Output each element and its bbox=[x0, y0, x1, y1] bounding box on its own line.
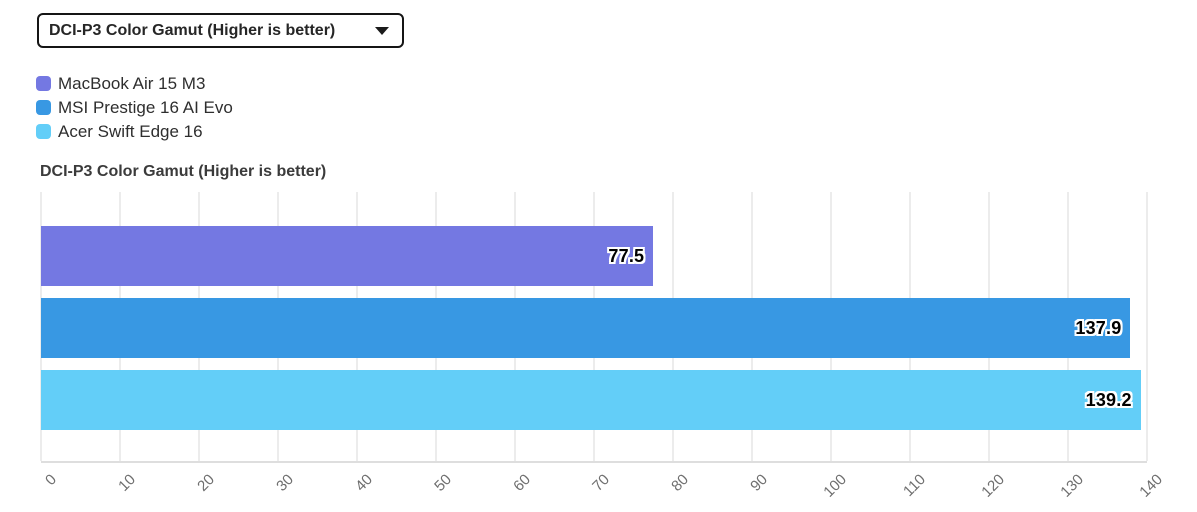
legend-label: MacBook Air 15 M3 bbox=[58, 74, 206, 93]
page-edge-shadow bbox=[0, 185, 16, 480]
bar-value-label: 137.9 bbox=[1075, 317, 1122, 338]
x-tick-label-50: 50 bbox=[431, 471, 456, 495]
x-tick-label-120: 120 bbox=[978, 471, 1009, 501]
bar-chart-plot-area: 77.5 137.9 139.2 bbox=[40, 192, 1148, 463]
legend-swatch-icon bbox=[36, 124, 51, 139]
x-tick-label-30: 30 bbox=[273, 471, 298, 495]
x-tick-label-60: 60 bbox=[510, 471, 535, 495]
x-tick-label-100: 100 bbox=[820, 471, 851, 501]
x-tick-label-110: 110 bbox=[900, 471, 930, 500]
bar-value-label: 139.2 bbox=[1085, 389, 1132, 410]
legend-swatch-icon bbox=[36, 76, 51, 91]
bar-acer-swift-edge-16[interactable]: 139.2 bbox=[41, 370, 1141, 430]
x-tick-label-90: 90 bbox=[747, 471, 772, 495]
legend-item: MacBook Air 15 M3 bbox=[36, 74, 233, 93]
bar-msi-prestige-16-ai-evo[interactable]: 137.9 bbox=[41, 298, 1131, 358]
legend-item: Acer Swift Edge 16 bbox=[36, 122, 233, 141]
chevron-down-icon bbox=[375, 26, 389, 35]
chart-title: DCI-P3 Color Gamut (Higher is better) bbox=[40, 163, 327, 180]
legend-swatch-icon bbox=[36, 100, 51, 115]
benchmark-select-value: DCI-P3 Color Gamut (Higher is better) bbox=[49, 21, 336, 39]
bar-value-label: 77.5 bbox=[608, 245, 645, 266]
x-tick-label-80: 80 bbox=[668, 471, 693, 495]
x-tick-label-130: 130 bbox=[1057, 471, 1088, 501]
x-axis-line bbox=[41, 461, 1147, 463]
x-tick-label-70: 70 bbox=[589, 471, 614, 495]
x-axis-tick-labels: 0 10 20 30 40 50 60 70 80 90 100 110 120 130 140 bbox=[41, 461, 1166, 512]
bar-macbook-air-15-m3[interactable]: 77.5 bbox=[41, 226, 654, 286]
x-tick-label-10: 10 bbox=[115, 471, 140, 495]
x-tick-label-0: 0 bbox=[42, 471, 61, 489]
gridline-x-140 bbox=[1146, 192, 1148, 461]
chart-legend: MacBook Air 15 M3 MSI Prestige 16 AI Evo A… bbox=[36, 74, 233, 141]
legend-label: MSI Prestige 16 AI Evo bbox=[58, 98, 233, 117]
x-tick-label-20: 20 bbox=[194, 471, 219, 495]
x-tick-label-40: 40 bbox=[352, 471, 377, 495]
x-tick-label-140: 140 bbox=[1136, 471, 1167, 501]
benchmark-select[interactable]: DCI-P3 Color Gamut (Higher is better) bbox=[37, 13, 404, 48]
legend-label: Acer Swift Edge 16 bbox=[58, 122, 203, 141]
legend-item: MSI Prestige 16 AI Evo bbox=[36, 98, 233, 117]
